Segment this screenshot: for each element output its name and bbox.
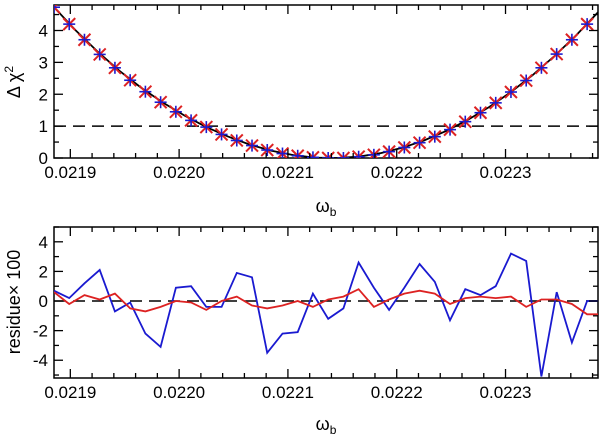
y-tick-label: -2 bbox=[33, 322, 48, 341]
y-tick-label: 0 bbox=[39, 149, 48, 168]
residue-plot-frame bbox=[53, 226, 599, 379]
residue-x-axis-label-sub: b bbox=[330, 423, 337, 436]
y-tick-label: 4 bbox=[39, 22, 48, 41]
series-line-0 bbox=[54, 6, 598, 158]
sample-marker bbox=[108, 61, 122, 75]
sample-marker bbox=[291, 149, 305, 158]
sample-marker bbox=[580, 17, 594, 31]
x-tick-label: 0.0220 bbox=[153, 383, 205, 402]
sample-marker bbox=[306, 150, 320, 158]
sample-marker bbox=[62, 17, 76, 31]
chi2-series-group bbox=[54, 5, 598, 158]
x-tick-label: 0.0219 bbox=[44, 383, 96, 402]
sample-marker bbox=[153, 95, 168, 109]
sample-marker bbox=[336, 151, 351, 158]
sample-marker bbox=[123, 73, 137, 87]
y-tick-label: 0 bbox=[39, 292, 48, 311]
residue-ticks-group: 0.0219 0.0220 0.0221 0.0222 0.0223 -4 -2 0 2 4 bbox=[33, 226, 598, 402]
x-tick-label: 0.0223 bbox=[480, 383, 532, 402]
sample-marker bbox=[260, 143, 274, 157]
chi2-x-axis-label-sub: b bbox=[330, 205, 337, 219]
sample-marker bbox=[489, 96, 503, 110]
series-line-0 bbox=[54, 252, 598, 377]
x-tick-label: 0.0222 bbox=[371, 163, 423, 182]
sample-marker bbox=[245, 138, 259, 153]
series-line-1 bbox=[54, 288, 598, 316]
residue-x-axis-label-main: ω bbox=[316, 414, 330, 434]
y-tick-label: -4 bbox=[33, 351, 48, 370]
residue-y-axis-label: residue× 100 bbox=[4, 250, 24, 355]
chi2-y-axis-label-sup: 2 bbox=[2, 66, 16, 73]
chi2-y-axis-label: Δ χ2 bbox=[2, 66, 24, 98]
sample-marker bbox=[428, 129, 442, 144]
y-tick-label: 2 bbox=[39, 85, 48, 104]
x-tick-label: 0.0221 bbox=[262, 383, 314, 402]
residue-x-axis-label: ωb bbox=[316, 414, 337, 436]
sample-marker bbox=[230, 133, 244, 148]
sample-marker bbox=[321, 151, 335, 158]
sample-marker bbox=[443, 122, 457, 137]
sample-marker bbox=[169, 105, 183, 119]
sample-marker bbox=[351, 150, 366, 158]
sample-marker bbox=[565, 33, 579, 47]
chi2-ticks-group: 0.0219 0.0220 0.0221 0.0222 0.0223 0 1 2 3 4 bbox=[39, 5, 598, 182]
sample-marker bbox=[92, 47, 107, 62]
sample-marker bbox=[549, 47, 564, 61]
sample-marker bbox=[214, 127, 229, 142]
y-tick-label: 1 bbox=[39, 117, 48, 136]
sample-marker bbox=[458, 114, 472, 129]
y-tick-label: 4 bbox=[39, 233, 48, 252]
sample-marker bbox=[519, 73, 533, 88]
chi2-x-axis-label-main: ω bbox=[316, 196, 330, 216]
sample-marker bbox=[54, 5, 61, 14]
sample-marker bbox=[199, 120, 214, 134]
sample-marker bbox=[504, 85, 518, 99]
sample-marker bbox=[382, 144, 396, 158]
sample-marker bbox=[138, 84, 153, 99]
x-tick-label: 0.0222 bbox=[371, 383, 423, 402]
residue-panel: 0.0219 0.0220 0.0221 0.0222 0.0223 -4 -2 0 2 4 ωb… bbox=[4, 226, 599, 436]
chi2-panel: 0.0219 0.0220 0.0221 0.0222 0.0223 0 1 2 3 4 ωb Δ… bbox=[2, 4, 599, 219]
sample-marker bbox=[275, 146, 290, 158]
x-tick-label: 0.0220 bbox=[153, 163, 205, 182]
sample-marker bbox=[412, 135, 427, 150]
y-tick-label: 3 bbox=[39, 53, 48, 72]
x-tick-label: 0.0221 bbox=[262, 163, 314, 182]
sample-marker bbox=[77, 33, 92, 47]
chi2-plot-frame bbox=[53, 4, 599, 159]
sample-marker bbox=[534, 61, 549, 75]
sample-marker bbox=[184, 113, 198, 128]
y-tick-label: 2 bbox=[39, 262, 48, 281]
residue-series-group bbox=[54, 252, 598, 377]
chi2-y-axis-label-main: Δ χ bbox=[4, 72, 24, 98]
sample-marker bbox=[367, 148, 381, 158]
chi2-x-axis-label: ωb bbox=[316, 196, 337, 219]
x-tick-label: 0.0219 bbox=[44, 163, 96, 182]
sample-marker bbox=[473, 106, 488, 120]
x-tick-label: 0.0223 bbox=[480, 163, 532, 182]
sample-marker bbox=[397, 140, 412, 155]
